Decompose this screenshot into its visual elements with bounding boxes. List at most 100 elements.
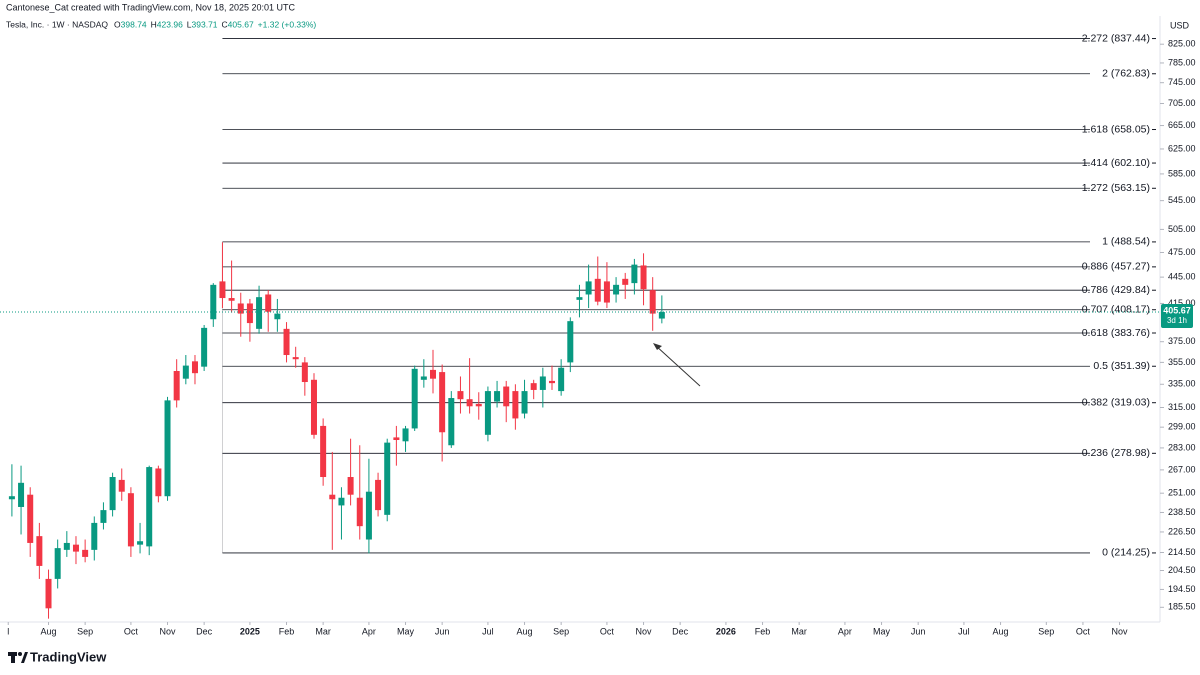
- plot: USD 825.00 785.00 745.00 705.00 665.00 625.00 5…: [0, 20, 1196, 636]
- candle-body: [448, 398, 455, 446]
- candle-body: [329, 494, 336, 500]
- candle-body: [310, 379, 317, 435]
- candle-body: [567, 321, 574, 363]
- candle-body: [36, 536, 43, 566]
- x-tick-label: May: [873, 626, 891, 636]
- candle-body: [356, 497, 363, 527]
- candle-body: [45, 578, 52, 609]
- fib-label: 1.272 (563.15): [1082, 182, 1150, 194]
- y-tick-label: 299.00: [1168, 422, 1196, 432]
- currency: USD: [1170, 20, 1190, 30]
- logo-mark: [21, 652, 28, 663]
- candle-body: [393, 437, 400, 441]
- x-tick-label: Jul: [482, 626, 494, 636]
- y-tick-label: 283.00: [1168, 442, 1196, 452]
- watermark: Cantonese_Cat created with TradingView.c…: [6, 2, 295, 12]
- candle-body: [137, 541, 144, 545]
- y-tick-label: 267.00: [1168, 464, 1196, 474]
- y-tick-label: 545.00: [1168, 195, 1196, 205]
- candle-body: [548, 380, 555, 384]
- x-tick-label: 2025: [240, 626, 260, 636]
- y-tick-label: 785.00: [1168, 57, 1196, 67]
- x-tick-label: l: [7, 626, 9, 636]
- candle-body: [274, 313, 281, 320]
- x-tick-label: Aug: [993, 626, 1009, 636]
- candle-body: [613, 284, 620, 295]
- fib-label: 0.786 (429.84): [1082, 284, 1150, 296]
- candle-body: [210, 284, 217, 320]
- fib-label: 0.886 (457.27): [1082, 261, 1150, 273]
- y-tick-label: 204.50: [1168, 565, 1196, 575]
- logo: TradingView: [8, 649, 107, 664]
- arrow-head: [653, 343, 662, 350]
- y-tick-label: 705.00: [1168, 98, 1196, 108]
- arrow: [654, 344, 701, 387]
- fib-label: 0 (214.25): [1102, 547, 1150, 559]
- candle-body: [347, 477, 354, 495]
- y-tick-label: 415.00: [1168, 298, 1196, 308]
- x-tick-label: Jun: [435, 626, 450, 636]
- candle-body: [127, 493, 134, 547]
- y-tick-label: 825.00: [1168, 39, 1196, 49]
- candle-body: [72, 544, 79, 552]
- fib-label: 0.618 (383.76): [1082, 327, 1150, 339]
- y-tick-label: 335.00: [1168, 379, 1196, 389]
- x-tick-label: Dec: [196, 626, 213, 636]
- x-tick-label: Nov: [1112, 626, 1129, 636]
- candle-body: [320, 425, 327, 478]
- candle-body: [82, 549, 89, 557]
- fib-label: 1 (488.54): [1102, 236, 1150, 248]
- x-tick-label: Jul: [958, 626, 970, 636]
- x-tick-label: May: [397, 626, 415, 636]
- y-tick-label: 445.00: [1168, 272, 1196, 282]
- y-tick-label: 665.00: [1168, 120, 1196, 130]
- candle-body: [640, 265, 647, 290]
- candle-body: [539, 376, 546, 390]
- candle-body: [402, 428, 409, 442]
- quote-key: H: [151, 19, 157, 29]
- quote-value: 398.74: [121, 19, 147, 29]
- change: +1.32 (+0.33%): [258, 19, 317, 29]
- x-tick-label: Aug: [41, 626, 57, 636]
- fib-label: 0.382 (319.03): [1082, 396, 1150, 408]
- candle-body: [521, 391, 528, 414]
- quote-value: 393.71: [192, 19, 218, 29]
- candle-body: [109, 477, 116, 511]
- quote-key: L: [187, 19, 192, 29]
- x-tick-label: Dec: [672, 626, 689, 636]
- candle-body: [338, 497, 345, 506]
- last-price-label: 405.67: [1163, 305, 1191, 315]
- x-tick-label: Mar: [791, 626, 807, 636]
- candle-body: [649, 290, 656, 314]
- candle-body: [283, 328, 290, 356]
- x-tick-label: Sep: [77, 626, 93, 636]
- candle-body: [265, 294, 272, 312]
- candle-body: [375, 479, 382, 511]
- symbol: Tesla, Inc. · 1W · NASDAQ: [6, 19, 108, 29]
- candle-body: [622, 278, 629, 285]
- logo-mark: [11, 652, 15, 663]
- candle-body: [91, 522, 98, 550]
- candle-body: [475, 403, 482, 407]
- candle-body: [164, 400, 171, 497]
- y-tick-label: 251.00: [1168, 488, 1196, 498]
- x-tick-label: Mar: [315, 626, 331, 636]
- candle-body: [631, 264, 638, 284]
- candle-body: [484, 391, 491, 435]
- x-tick-label: Sep: [553, 626, 569, 636]
- quote-key: O: [114, 19, 121, 29]
- x-tick-label: Nov: [160, 626, 177, 636]
- candle-body: [503, 386, 510, 407]
- y-tick-label: 355.00: [1168, 357, 1196, 367]
- candle-body: [411, 368, 418, 429]
- candle-body: [420, 376, 427, 380]
- candle-body: [512, 391, 519, 419]
- x-tick-label: Oct: [1076, 626, 1091, 636]
- candle-body: [100, 510, 107, 523]
- candle-body: [576, 297, 583, 300]
- y-tick-label: 475.00: [1168, 247, 1196, 257]
- y-tick-label: 745.00: [1168, 77, 1196, 87]
- x-tick-label: Feb: [755, 626, 771, 636]
- y-tick-label: 315.00: [1168, 402, 1196, 412]
